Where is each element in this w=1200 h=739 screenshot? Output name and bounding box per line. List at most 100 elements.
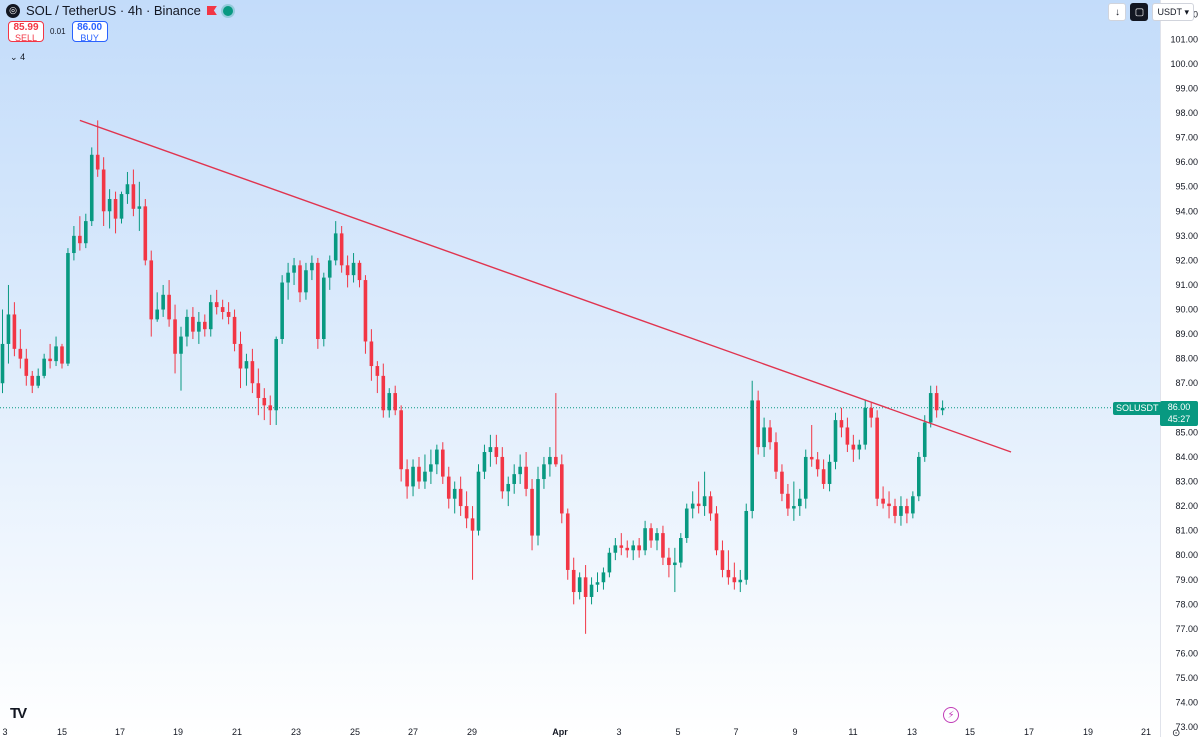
candle-body <box>381 375 386 411</box>
tradingview-logo-icon[interactable]: TV <box>10 705 27 722</box>
candle-body <box>322 277 326 340</box>
candle-body <box>327 260 332 278</box>
candle-body <box>786 493 790 509</box>
candle <box>363 275 368 354</box>
candle <box>911 491 915 519</box>
y-tick-label: 97.00 <box>1175 133 1198 143</box>
candle-body <box>54 346 58 362</box>
candle <box>863 400 868 450</box>
candle-body <box>226 311 231 317</box>
candle-body <box>476 471 481 531</box>
candle-body <box>256 383 261 398</box>
candle-body <box>720 550 725 570</box>
candle <box>821 459 826 489</box>
candlestick-plot[interactable]: 3 15 17 19 21 23 25 27 29 Apr 3 5 7 9 11 13 15 17 19 21 <box>0 0 1160 737</box>
candle <box>393 385 397 416</box>
candle <box>548 447 552 477</box>
candle-body <box>833 420 838 462</box>
candle <box>280 275 284 344</box>
candle-body <box>66 253 70 364</box>
indicators-toggle[interactable]: ⌄ 4 <box>10 52 25 63</box>
candle-body <box>583 577 588 597</box>
candle-body <box>756 400 760 448</box>
candle-body <box>393 393 397 411</box>
candle-body <box>803 456 808 499</box>
candle-body <box>571 569 576 593</box>
candle <box>107 189 112 229</box>
sell-button[interactable]: 85.99 SELL <box>8 21 44 43</box>
candle-body <box>851 444 856 450</box>
symbol-title[interactable]: SOL / TetherUS · 4h · Binance <box>26 3 201 18</box>
candle-body <box>357 262 362 281</box>
candle-body <box>494 447 499 457</box>
candle-body <box>42 358 46 376</box>
candle-body <box>292 265 296 273</box>
candle-body <box>798 498 802 507</box>
candle <box>542 456 546 489</box>
candle-body <box>458 488 463 507</box>
candle <box>482 444 487 480</box>
candle-body <box>0 343 5 384</box>
chart-area[interactable]: 3 15 17 19 21 23 25 27 29 Apr 3 5 7 9 11 13 15 17 19 21 ◎ S… <box>0 0 1160 737</box>
candle <box>89 147 94 227</box>
candle <box>197 311 201 344</box>
candle <box>875 410 879 507</box>
candle <box>673 547 677 593</box>
candle <box>803 449 808 509</box>
candle <box>214 289 219 315</box>
candle-body <box>625 547 630 551</box>
x-tick-label: 3 <box>616 727 621 737</box>
candle <box>857 439 862 460</box>
candle-body <box>821 469 826 484</box>
candle <box>922 415 927 462</box>
candle-body <box>881 498 885 504</box>
candle-body <box>643 528 647 551</box>
candle <box>375 361 380 394</box>
y-tick-label: 93.00 <box>1175 231 1198 241</box>
candle-body <box>702 496 707 507</box>
candle <box>131 169 136 217</box>
candle <box>631 540 635 561</box>
snapshot-icon[interactable]: ▢ <box>1130 3 1149 21</box>
buy-button[interactable]: 86.00 BUY <box>71 21 108 43</box>
candle-body <box>298 265 302 293</box>
price-axis[interactable]: 102.00101.00100.0099.0098.0097.0096.0095… <box>1160 0 1200 737</box>
candle-body <box>762 427 766 448</box>
candle <box>179 326 183 391</box>
x-tick-label: 21 <box>1141 727 1151 737</box>
y-tick-label: 75.00 <box>1175 673 1198 683</box>
candle <box>274 336 278 426</box>
candle <box>845 417 850 453</box>
flag-icon[interactable] <box>206 6 217 15</box>
candle-body <box>470 518 475 531</box>
go-to-date-icon[interactable]: ⊙ <box>1172 728 1181 739</box>
candle <box>500 447 505 499</box>
x-tick-label: 7 <box>733 727 738 737</box>
candle-body <box>934 393 939 411</box>
y-tick-label: 99.00 <box>1175 83 1198 93</box>
candle <box>744 503 749 585</box>
candle <box>667 547 671 578</box>
y-tick-label: 96.00 <box>1175 157 1198 167</box>
y-tick-label: 76.00 <box>1175 648 1198 658</box>
candle-body <box>304 270 308 293</box>
sol-symbol-icon[interactable]: ◎ <box>6 3 20 18</box>
candle-body <box>12 314 17 349</box>
candle <box>833 412 838 470</box>
candle <box>441 442 445 484</box>
download-icon[interactable]: ↓ <box>1108 3 1127 21</box>
candle <box>809 425 814 467</box>
lightning-icon[interactable]: ⚡ <box>943 707 959 723</box>
candle <box>345 255 350 288</box>
candle-body <box>417 466 421 482</box>
candle-body <box>565 513 570 570</box>
candle <box>36 368 40 389</box>
candle <box>928 385 933 428</box>
candle <box>0 309 5 394</box>
candle-body <box>899 506 903 516</box>
sell-price: 85.99 <box>13 22 39 33</box>
candle <box>798 488 802 516</box>
candle <box>411 459 415 497</box>
currency-selector[interactable]: USDT ▾ <box>1152 3 1194 21</box>
candle-body <box>905 506 909 514</box>
